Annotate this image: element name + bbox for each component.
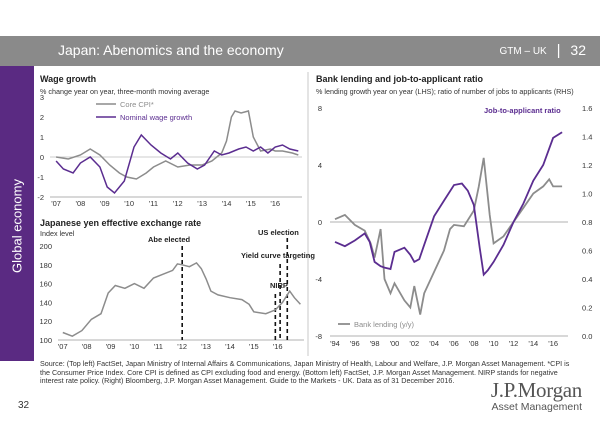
legend-label-job-ratio: Job-to-applicant ratio: [484, 106, 561, 115]
wage-xtick-label: '10: [124, 199, 134, 208]
wage-xtick-label: '11: [149, 199, 158, 208]
yen-xtick-label: '08: [82, 342, 92, 351]
yen-xtick-label: '07: [58, 342, 68, 351]
wage-xtick-label: '13: [197, 199, 207, 208]
bank-xtick-label: '04: [429, 339, 439, 348]
legend-label-bank-lending: Bank lending (y/y): [354, 320, 415, 329]
wage-chart-subtitle: % change year on year, three-month movin…: [40, 87, 209, 96]
bank-left-tick-label: -8: [315, 332, 322, 341]
annotation-yield-curve-text: Yield curve targeting: [241, 251, 315, 260]
bank-left-tick-label: 4: [318, 161, 322, 170]
wage-xtick-label: '09: [100, 199, 110, 208]
yen-ytick-label: 140: [39, 298, 52, 307]
section-sidebar: Global economy: [0, 66, 34, 361]
bank-series-lending: [334, 157, 563, 315]
yen-ytick-label: 160: [39, 280, 52, 289]
bank-left-tick-label: 0: [318, 218, 322, 227]
yen-series-exchange-rate: [62, 261, 301, 338]
yen-xtick-label: '09: [106, 342, 116, 351]
yen-ytick-label: 180: [39, 261, 52, 270]
bank-right-tick-label: 0.8: [582, 218, 592, 227]
yen-ytick-label: 100: [39, 336, 52, 345]
yen-ytick-label: 120: [39, 317, 52, 326]
guide-code: GTM – UK: [499, 45, 547, 57]
yen-chart: Japanese yen effective exchange rate Ind…: [39, 218, 315, 351]
header-separator: |: [556, 42, 561, 59]
yen-ytick-label: 200: [39, 242, 52, 251]
annotation-us-election: US election: [258, 228, 299, 237]
yen-chart-title: Japanese yen effective exchange rate: [40, 218, 201, 228]
wage-series-nominal-wage: [55, 133, 299, 195]
wage-xtick-label: '14: [222, 199, 232, 208]
wage-xtick-label: '08: [76, 199, 86, 208]
wage-xtick-label: '15: [246, 199, 256, 208]
bank-left-tick-label: -4: [315, 275, 322, 284]
yen-xtick-label: '12: [177, 342, 187, 351]
bank-xtick-label: '96: [350, 339, 360, 348]
bank-xtick-label: '02: [409, 339, 419, 348]
annotation-yield-curve: Yield curve targeting: [241, 251, 315, 260]
wage-ytick-label: 0: [40, 153, 44, 162]
legend-label-core-cpi: Core CPI*: [120, 100, 154, 109]
wage-xtick-label: '12: [173, 199, 183, 208]
bank-chart-title: Bank lending and job-to-applicant ratio: [316, 74, 484, 84]
bank-xtick-label: '16: [548, 339, 558, 348]
bank-right-tick-label: 1.6: [582, 104, 592, 113]
logo-sub-text: Asset Management: [491, 401, 582, 413]
bank-xtick-label: '10: [489, 339, 499, 348]
source-footnote: Source: (Top left) FactSet, Japan Minist…: [40, 359, 570, 386]
wage-chart: Wage growth % change year on year, three…: [37, 74, 302, 208]
legend-label-nominal-wage: Nominal wage growth: [120, 113, 192, 122]
wage-ytick-label: 3: [40, 93, 44, 102]
bank-xtick-label: '06: [449, 339, 459, 348]
bank-xtick-label: '00: [390, 339, 400, 348]
wage-ytick-label: -2: [37, 193, 44, 202]
yen-xtick-label: '10: [130, 342, 140, 351]
jpmorgan-logo: J.P.Morgan Asset Management: [491, 378, 582, 413]
yen-xtick-label: '14: [225, 342, 235, 351]
yen-chart-subtitle: Index level: [40, 229, 75, 238]
header-right: GTM – UK | 32: [500, 42, 587, 59]
yen-xtick-label: '16: [273, 342, 283, 351]
bank-xtick-label: '08: [469, 339, 479, 348]
bank-xtick-label: '12: [509, 339, 519, 348]
wage-xtick-label: '07: [51, 199, 61, 208]
bank-right-tick-label: 0.2: [582, 304, 592, 313]
wage-ytick-label: -1: [37, 173, 44, 182]
annotation-abe-elected: Abe elected: [148, 235, 191, 244]
bank-chart-subtitle: % lending growth year on year (LHS); rat…: [316, 87, 574, 96]
page-title: Japan: Abenomics and the economy: [58, 42, 284, 58]
bank-right-tick-label: 0.6: [582, 247, 592, 256]
wage-ytick-label: 1: [40, 133, 44, 142]
bank-right-tick-label: 0.4: [582, 275, 592, 284]
slide-number: 32: [570, 42, 586, 58]
logo-main-text: J.P.Morgan: [490, 378, 582, 402]
bank-left-tick-label: 8: [318, 104, 322, 113]
bank-xtick-label: '98: [370, 339, 380, 348]
wage-xtick-label: '16: [270, 199, 280, 208]
bank-right-tick-label: 1.4: [582, 133, 592, 142]
wage-ytick-label: 2: [40, 113, 44, 122]
yen-xtick-label: '13: [201, 342, 211, 351]
yen-xtick-label: '15: [249, 342, 259, 351]
yen-xtick-label: '11: [154, 342, 163, 351]
bank-xtick-label: '14: [528, 339, 538, 348]
annotation-nirp: NIRP: [270, 281, 288, 290]
wage-chart-title: Wage growth: [40, 74, 96, 84]
bank-right-tick-label: 1.2: [582, 161, 592, 170]
bank-xtick-label: '94: [330, 339, 340, 348]
header-bar: Japan: Abenomics and the economy GTM – U…: [0, 36, 600, 66]
bank-chart: Bank lending and job-to-applicant ratio …: [315, 74, 592, 348]
bank-right-tick-label: 0.0: [582, 332, 592, 341]
bank-right-tick-label: 1.0: [582, 190, 592, 199]
bank-series-job-ratio: [334, 131, 563, 277]
page-number: 32: [18, 400, 30, 411]
